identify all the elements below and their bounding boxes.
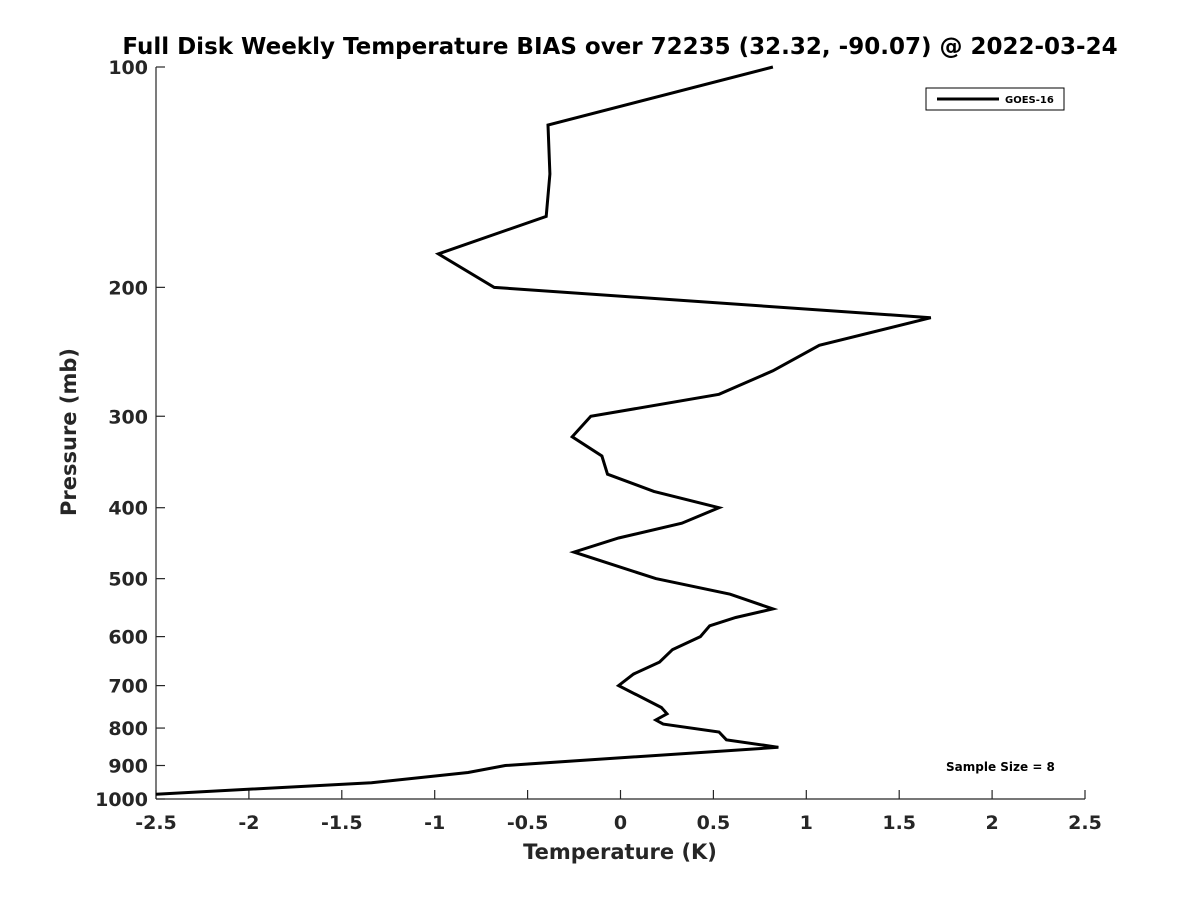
- x-tick-label: -2: [238, 812, 259, 834]
- legend: GOES-16: [925, 87, 1065, 111]
- x-tick-label: 2: [985, 812, 998, 834]
- x-tick-label: -2.5: [135, 812, 177, 834]
- x-tick-label: -1.5: [321, 812, 363, 834]
- x-tick-label: 0: [614, 812, 627, 834]
- y-tick-label: 100: [108, 57, 148, 79]
- x-tick-label: -1: [424, 812, 445, 834]
- y-axis-ticks: 100 200 300 400 500 600 700 800 900 1000: [95, 57, 165, 811]
- y-tick-label: 200: [108, 277, 148, 299]
- y-tick-label: 600: [108, 627, 148, 649]
- y-tick-label: 300: [108, 406, 148, 428]
- x-tick-label: 2.5: [1068, 812, 1102, 834]
- x-axis-label: Temperature (K): [523, 840, 717, 864]
- y-axis-label: Pressure (mb): [57, 348, 81, 516]
- x-tick-label: 1.5: [882, 812, 916, 834]
- y-tick-label: 900: [108, 756, 148, 778]
- y-tick-label: 700: [108, 676, 148, 698]
- chart-title: Full Disk Weekly Temperature BIAS over 7…: [122, 34, 1117, 60]
- x-tick-label: 0.5: [697, 812, 731, 834]
- x-tick-label: -0.5: [507, 812, 549, 834]
- y-tick-label: 400: [108, 498, 148, 520]
- x-axis-ticks: -2.5 -2 -1.5 -1 -0.5 0 0.5 1 1.5 2 2.5: [135, 790, 1102, 834]
- series-line-goes-16: [155, 65, 932, 796]
- legend-entry-goes-16: GOES-16: [1005, 95, 1054, 106]
- x-tick-label: 1: [800, 812, 813, 834]
- y-tick-label: 500: [108, 569, 148, 591]
- y-tick-label: 1000: [95, 789, 148, 811]
- sample-size-annotation: Sample Size = 8: [946, 760, 1055, 774]
- axes: [155, 67, 1085, 800]
- y-tick-label: 800: [108, 718, 148, 740]
